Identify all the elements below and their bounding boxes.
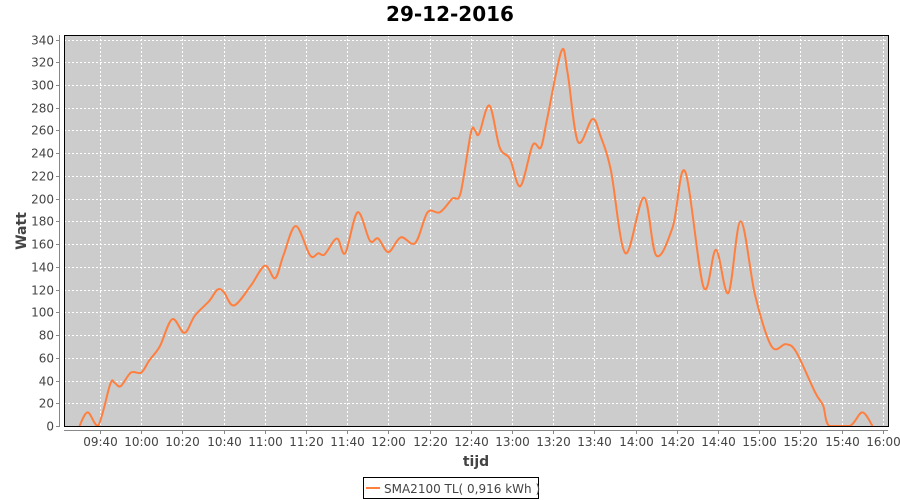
x-tick-label: 11:00 (248, 435, 283, 449)
legend-box (363, 477, 539, 499)
plot-border (64, 35, 889, 427)
y-tick-label: 80 (39, 329, 54, 343)
x-tick-label: 12:00 (371, 435, 406, 449)
x-tick-label: 14:20 (660, 435, 695, 449)
y-tick-label: 180 (31, 215, 54, 229)
y-tick-label: 260 (31, 124, 54, 138)
legend-label: SMA2100 TL( 0,916 kWh ) (384, 482, 540, 496)
y-tick-label: 0 (46, 420, 54, 434)
y-tick-label: 20 (39, 397, 54, 411)
y-tick-label: 200 (31, 193, 54, 207)
y-tick-label: 160 (31, 238, 54, 252)
x-tick-label: 15:40 (825, 435, 860, 449)
x-tick-label: 10:40 (207, 435, 242, 449)
y-tick-label: 220 (31, 170, 54, 184)
x-tick-label: 15:00 (742, 435, 777, 449)
y-axis: 0 20 40 60 80 100 120 140 160 180 200 220 240 260 280 3… (31, 34, 60, 434)
y-tick-label: 240 (31, 147, 54, 161)
y-tick-label: 280 (31, 102, 54, 116)
x-tick-label: 14:00 (619, 435, 654, 449)
y-tick-label: 320 (31, 56, 54, 70)
x-tick-label: 12:40 (454, 435, 489, 449)
legend: SMA2100 TL( 0,916 kWh ) (363, 477, 540, 499)
plot-area (64, 35, 888, 426)
y-tick-label: 40 (39, 375, 54, 389)
y-tick-label: 120 (31, 284, 54, 298)
x-tick-label: 15:20 (783, 435, 818, 449)
x-tick-label: 16:00 (866, 435, 900, 449)
y-tick-label: 100 (31, 306, 54, 320)
x-tick-label: 11:20 (289, 435, 324, 449)
x-tick-label: 13:00 (495, 435, 530, 449)
x-tick-label: 12:20 (413, 435, 448, 449)
x-axis: 09:40 10:00 10:20 10:40 11:00 11:20 11:40 12:00… (64, 430, 900, 449)
y-tick-label: 60 (39, 352, 54, 366)
x-axis-label: tijd (463, 454, 489, 470)
y-axis-label: Watt (14, 212, 30, 250)
y-tick-label: 300 (31, 79, 54, 93)
x-tick-label: 13:40 (577, 435, 612, 449)
x-tick-label: 11:40 (330, 435, 365, 449)
y-tick-label: 140 (31, 261, 54, 275)
x-tick-label: 10:00 (124, 435, 159, 449)
gridlines (64, 35, 888, 427)
x-tick-label: 13:20 (536, 435, 571, 449)
series-line (78, 48, 874, 427)
y-tick-label: 340 (31, 34, 54, 48)
x-tick-label: 10:20 (165, 435, 200, 449)
x-tick-label: 14:40 (701, 435, 736, 449)
chart-title: 29-12-2016 (386, 2, 514, 26)
x-tick-label: 09:40 (83, 435, 118, 449)
series-layer (78, 48, 874, 427)
